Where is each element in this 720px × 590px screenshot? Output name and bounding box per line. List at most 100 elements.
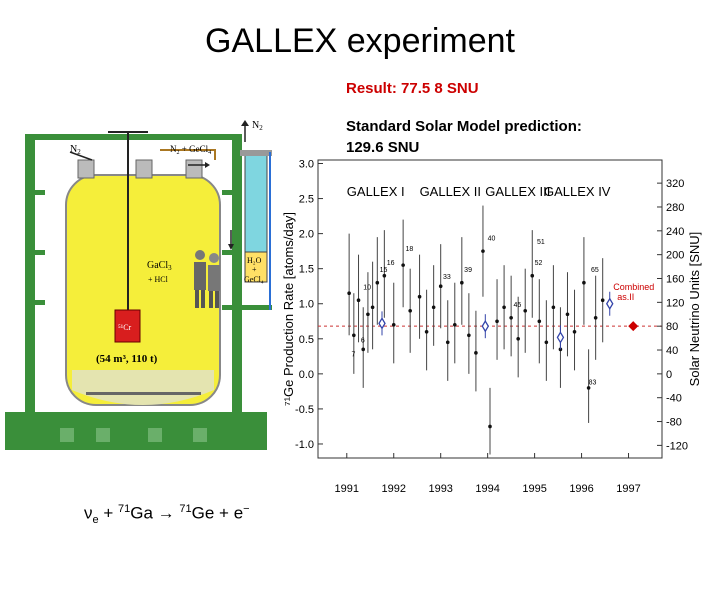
label-source: ⁵¹Cr bbox=[118, 323, 132, 332]
data-point bbox=[495, 319, 499, 324]
data-point bbox=[516, 337, 520, 341]
frame-shelf-6 bbox=[222, 305, 272, 310]
tank-bottom-sediment bbox=[72, 370, 214, 405]
period-mean-marker bbox=[556, 331, 565, 344]
y-axis-label: ⁷¹Ge Production Rate [atoms/day] bbox=[281, 212, 296, 406]
water-trap bbox=[244, 251, 268, 283]
x-tick-label: 1991 bbox=[335, 483, 359, 495]
data-point bbox=[424, 329, 429, 334]
label-hcl: + HCl bbox=[148, 275, 169, 284]
label-gecl4: GeCl₄ bbox=[244, 275, 264, 284]
pipe-top bbox=[160, 149, 216, 160]
data-point bbox=[452, 322, 457, 327]
data-point bbox=[401, 263, 405, 267]
x-tick-label: 1993 bbox=[428, 483, 452, 495]
data-point bbox=[509, 315, 513, 320]
y2-tick-label: -40 bbox=[666, 393, 682, 405]
frame-top-beam bbox=[25, 134, 242, 140]
period-mean-marker bbox=[378, 317, 386, 330]
data-point bbox=[431, 305, 436, 310]
data-point bbox=[408, 308, 412, 313]
period-label: GALLEX III bbox=[485, 184, 550, 199]
data-point bbox=[356, 298, 361, 303]
combined-label-1: Combined bbox=[613, 282, 654, 292]
data-point bbox=[352, 333, 356, 338]
y-tick-label: 0.5 bbox=[299, 334, 314, 346]
data-point bbox=[572, 329, 577, 334]
data-point bbox=[382, 273, 387, 278]
base-platform bbox=[5, 412, 267, 450]
period-label: GALLEX I bbox=[347, 184, 405, 199]
tank-nozzle-center bbox=[135, 159, 153, 179]
y2-tick-label: -80 bbox=[666, 417, 682, 429]
x-tick-label: 1992 bbox=[381, 483, 405, 495]
base-block bbox=[148, 428, 162, 442]
point-label: 6 bbox=[361, 337, 365, 344]
data-point bbox=[438, 284, 443, 289]
period-mean-marker bbox=[481, 319, 490, 333]
base-block bbox=[193, 428, 207, 442]
y-tick-label: 0.0 bbox=[299, 369, 314, 381]
data-point bbox=[530, 273, 535, 278]
data-point bbox=[445, 340, 450, 345]
reaction-equation: νe + 71Ga → 71Ge + e− bbox=[84, 503, 250, 526]
point-label: 18 bbox=[405, 246, 413, 253]
reaction-plus: + bbox=[98, 503, 118, 523]
y-tick-label: 1.0 bbox=[299, 299, 314, 311]
period-mean-marker bbox=[605, 297, 614, 311]
y-tick-label: 2.5 bbox=[299, 194, 314, 206]
data-point bbox=[593, 315, 598, 320]
label-gacl3: GaCl3 bbox=[147, 260, 172, 272]
y2-tick-label: 280 bbox=[666, 202, 684, 214]
label-h2o: H₂O bbox=[247, 256, 262, 265]
combined-result-marker bbox=[628, 321, 639, 332]
x-tick-label: 1996 bbox=[569, 483, 593, 495]
data-point bbox=[582, 280, 586, 285]
data-point bbox=[502, 305, 506, 310]
data-point bbox=[488, 424, 492, 429]
data-point bbox=[391, 322, 396, 327]
y2-axis-label: Solar Neutrino Units [SNU] bbox=[687, 232, 702, 387]
period-label: GALLEX II bbox=[420, 184, 481, 199]
gallex-results-chart: -1.0 -0.5 0.0 0.5 1.0 1.5 2.0 2.5 3.0 -120 -80 -40… bbox=[281, 159, 702, 495]
y-tick-label: -0.5 bbox=[295, 404, 314, 416]
point-label: 40 bbox=[488, 236, 496, 243]
y2-tick-label: 320 bbox=[666, 178, 684, 190]
slide-title: GALLEX experiment bbox=[205, 22, 515, 60]
frame-shelf-3 bbox=[25, 300, 45, 305]
combined-label-2: as.II bbox=[617, 292, 634, 302]
person-figures bbox=[194, 250, 220, 308]
reaction-arrow: → bbox=[152, 503, 180, 523]
reaction-ga: Ga bbox=[130, 503, 153, 523]
y2-tick-label: 40 bbox=[666, 345, 678, 357]
x-tick-label: 1994 bbox=[475, 483, 499, 495]
period-label: GALLEX IV bbox=[544, 184, 611, 199]
data-point bbox=[347, 291, 351, 296]
x-tick-label: 1995 bbox=[522, 483, 546, 495]
chromium-source bbox=[114, 309, 141, 343]
frame-shelf-2 bbox=[25, 250, 45, 255]
y2-tick-label: 80 bbox=[666, 321, 678, 333]
data-point bbox=[586, 386, 591, 390]
label-n2-top: N2 bbox=[252, 120, 263, 132]
arrow-head-icon bbox=[205, 162, 210, 168]
arrow-head-icon bbox=[241, 120, 249, 126]
data-point bbox=[523, 308, 528, 313]
frame-shelf-4 bbox=[222, 190, 242, 195]
point-label: 7 bbox=[351, 351, 355, 358]
frame-left-post bbox=[25, 137, 35, 417]
column-cap bbox=[240, 150, 272, 156]
y2-tick-label: 240 bbox=[666, 226, 684, 238]
data-point bbox=[375, 280, 380, 285]
data-point bbox=[600, 298, 605, 303]
label-tank-spec: (54 m³, 110 t) bbox=[96, 353, 158, 365]
result-text: Result: 77.5 8 SNU bbox=[346, 80, 479, 97]
data-point bbox=[537, 319, 542, 324]
reaction-e-charge: − bbox=[243, 503, 250, 515]
data-point bbox=[551, 305, 556, 310]
apparatus-diagram: N2 N2 N2 + GeCl4 GaCl3 + HCl (54 m³, 110… bbox=[5, 120, 272, 450]
y2-tick-label: 200 bbox=[666, 250, 684, 262]
data-point bbox=[366, 312, 370, 317]
point-label: 51 bbox=[537, 239, 545, 246]
reaction-nu: ν bbox=[84, 503, 93, 523]
